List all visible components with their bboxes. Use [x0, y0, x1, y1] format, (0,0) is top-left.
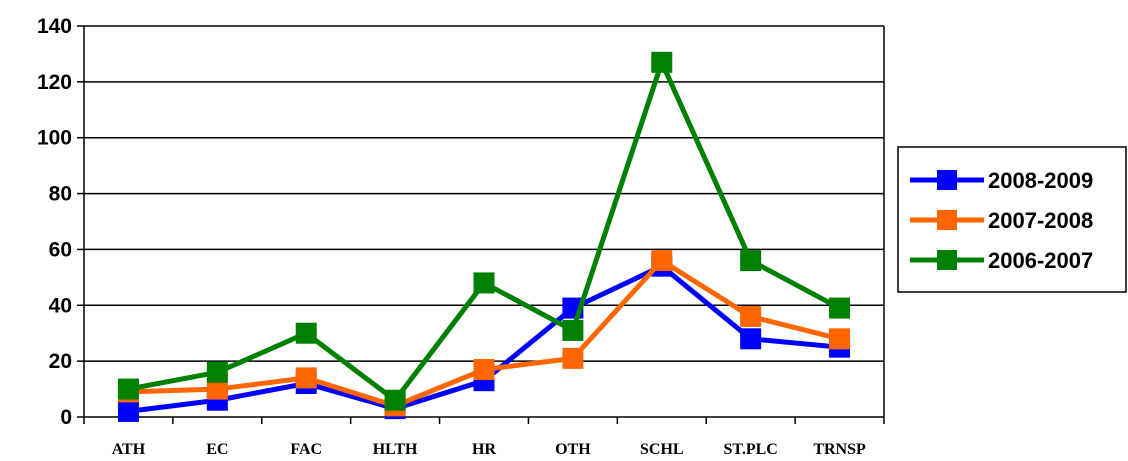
data-point-marker — [651, 51, 673, 73]
data-point-marker — [651, 250, 673, 272]
y-tick-label: 20 — [49, 350, 72, 373]
series-2007-2008 — [117, 250, 851, 417]
data-point-marker — [206, 361, 228, 383]
x-tick-label: FAC — [290, 441, 322, 456]
legend-label: 2007-2008 — [988, 208, 1093, 233]
data-point-marker — [295, 322, 317, 344]
y-tick-label: 120 — [37, 71, 72, 94]
data-point-marker — [829, 328, 851, 350]
axes — [77, 25, 885, 424]
x-tick-label: TRNSP — [813, 441, 866, 456]
x-tick-label: OTH — [555, 441, 591, 456]
x-tick-label: HR — [472, 441, 496, 456]
data-point-marker — [117, 400, 139, 422]
y-tick-label: 0 — [60, 406, 72, 429]
legend: 2008-2009 2007-2008 2006-2007 — [897, 146, 1127, 293]
data-point-marker — [562, 347, 584, 369]
data-point-marker — [117, 378, 139, 400]
series-line — [127, 59, 841, 403]
x-tick-label: SCHL — [640, 441, 684, 456]
data-point-marker — [473, 359, 495, 381]
data-point-marker — [473, 272, 495, 294]
data-point-marker — [740, 250, 762, 272]
data-point-marker — [740, 305, 762, 327]
legend-label: 2008-2009 — [988, 168, 1093, 193]
data-point-marker — [829, 297, 851, 319]
series-2006-2007 — [117, 51, 851, 411]
legend-marker — [937, 170, 957, 190]
x-tick-label: ATH — [112, 441, 146, 456]
y-tick-label: 140 — [37, 15, 72, 38]
gridlines — [84, 25, 884, 362]
data-point-marker — [295, 367, 317, 389]
y-tick-labels: 0 20 40 60 80 100 120 140 — [37, 15, 72, 429]
y-tick-label: 80 — [49, 183, 72, 206]
legend-item: 2007-2008 — [910, 208, 1093, 233]
legend-item: 2006-2007 — [910, 248, 1093, 273]
y-tick-label: 40 — [49, 294, 72, 317]
legend-marker — [937, 250, 957, 270]
x-tick-label: HLTH — [373, 441, 418, 456]
x-tick-label: EC — [206, 441, 228, 456]
y-tick-label: 60 — [49, 238, 72, 261]
legend-marker — [937, 210, 957, 230]
data-point-marker — [562, 319, 584, 341]
x-tick-label: ST.PLC — [723, 441, 777, 456]
legend-item: 2008-2009 — [910, 168, 1093, 193]
data-point-marker — [740, 328, 762, 350]
series-lines — [117, 51, 851, 422]
y-tick-label: 100 — [37, 127, 72, 150]
legend-label: 2006-2007 — [988, 248, 1093, 273]
data-point-marker — [384, 389, 406, 411]
x-tick-labels: ATH EC FAC HLTH HR OTH SCHL ST.PLC TRNSP — [112, 441, 866, 458]
